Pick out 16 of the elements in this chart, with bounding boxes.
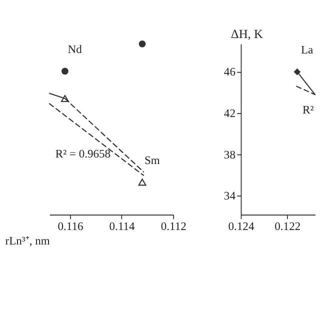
x-axis-title: rLn³⁺, nm xyxy=(5,236,50,248)
annotation: Nd xyxy=(68,44,82,56)
y-tick-label: 34 xyxy=(224,190,236,203)
y-axis-title: ΔH, K xyxy=(230,27,263,42)
x-tick-label: 0.112 xyxy=(160,220,187,233)
x-tick-label: 0.116 xyxy=(58,220,84,233)
annotation: R² xyxy=(302,104,314,117)
y-tick-label: 46 xyxy=(224,66,236,79)
annotation: Sm xyxy=(144,155,160,168)
annotation: La xyxy=(301,44,314,57)
x-tick-label: 0.114 xyxy=(109,220,136,233)
y-tick-label: 38 xyxy=(224,149,236,162)
x-tick-label: 0.122 xyxy=(274,220,301,233)
x-tick-label: 0.124 xyxy=(228,220,254,233)
annotation: R² = 0.9658 xyxy=(55,148,111,160)
y-tick-label: 42 xyxy=(224,108,236,120)
